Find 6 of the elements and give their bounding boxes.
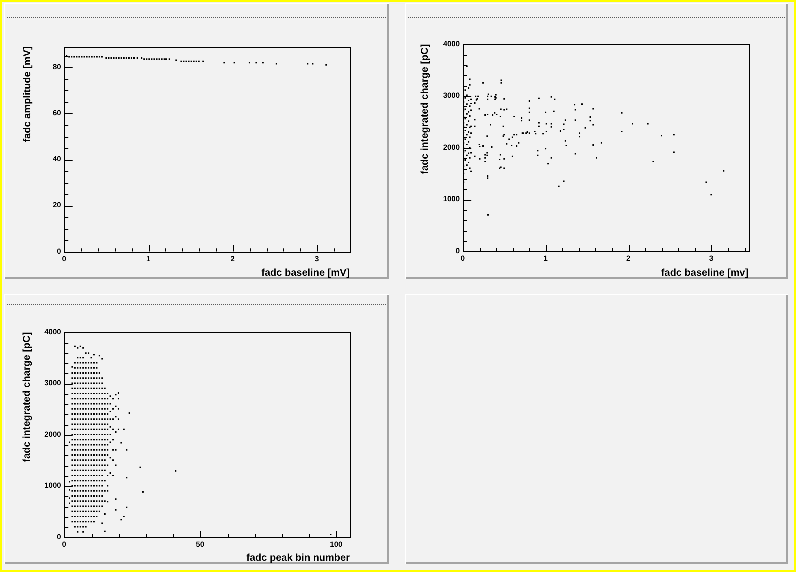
x-axis-title: fadc baseline [mv] [661,268,749,279]
y-axis-title: fadc integrated charge [pC] [420,44,431,174]
x-axis-title: fadc peak bin number [246,552,350,564]
x-axis-title: fadc baseline [mV] [262,268,350,279]
y-axis-title: fadc amplitude [mV] [22,46,34,142]
y-axis-title: fadc integrated charge [pC] [22,332,33,462]
